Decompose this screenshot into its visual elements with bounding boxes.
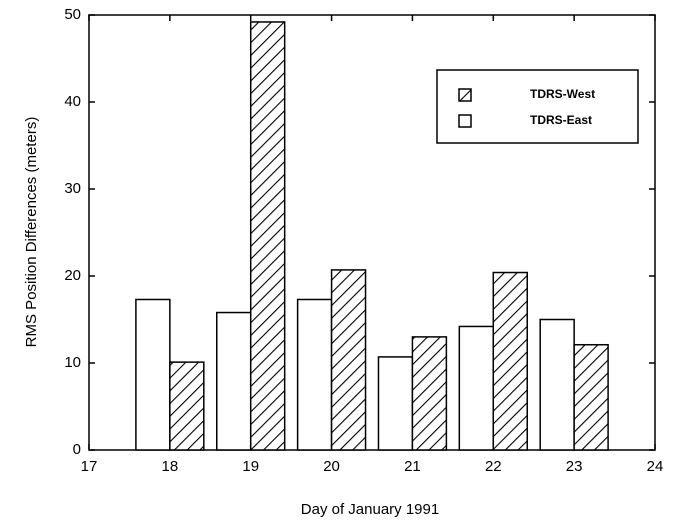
bar (296, 298, 333, 451)
y-tick-label: 50 (64, 6, 81, 23)
bar (249, 21, 286, 451)
y-tick-label: 40 (64, 93, 81, 110)
x-tick-label: 21 (404, 458, 421, 475)
x-tick-label: 24 (647, 458, 664, 475)
legend-box (436, 69, 639, 144)
bar (539, 318, 575, 451)
y-tick-label: 10 (64, 354, 81, 371)
bar (411, 336, 448, 451)
x-tick-label: 20 (323, 458, 340, 475)
x-axis-label: Day of January 1991 (301, 501, 439, 518)
bar (573, 343, 609, 451)
legend-swatch (458, 88, 472, 102)
bar (216, 311, 252, 451)
x-tick-label: 22 (485, 458, 502, 475)
x-tick-label: 23 (566, 458, 583, 475)
bar (377, 356, 414, 451)
y-axis-label: RMS Position Differences (meters) (23, 117, 40, 348)
legend-swatch (458, 114, 472, 128)
bar (135, 298, 171, 451)
y-tick-label: 0 (73, 441, 81, 458)
y-tick-label: 30 (64, 180, 81, 197)
x-tick-label: 18 (162, 458, 179, 475)
bar (330, 269, 367, 451)
x-tick-label: 19 (242, 458, 259, 475)
bar (169, 361, 205, 451)
legend-label: TDRS-West (530, 87, 595, 101)
y-tick-label: 20 (64, 267, 81, 284)
plot-frame (88, 14, 656, 451)
x-tick-label: 17 (81, 458, 98, 475)
bar (458, 325, 495, 451)
bar (492, 271, 528, 451)
legend-label: TDRS-East (530, 113, 592, 127)
